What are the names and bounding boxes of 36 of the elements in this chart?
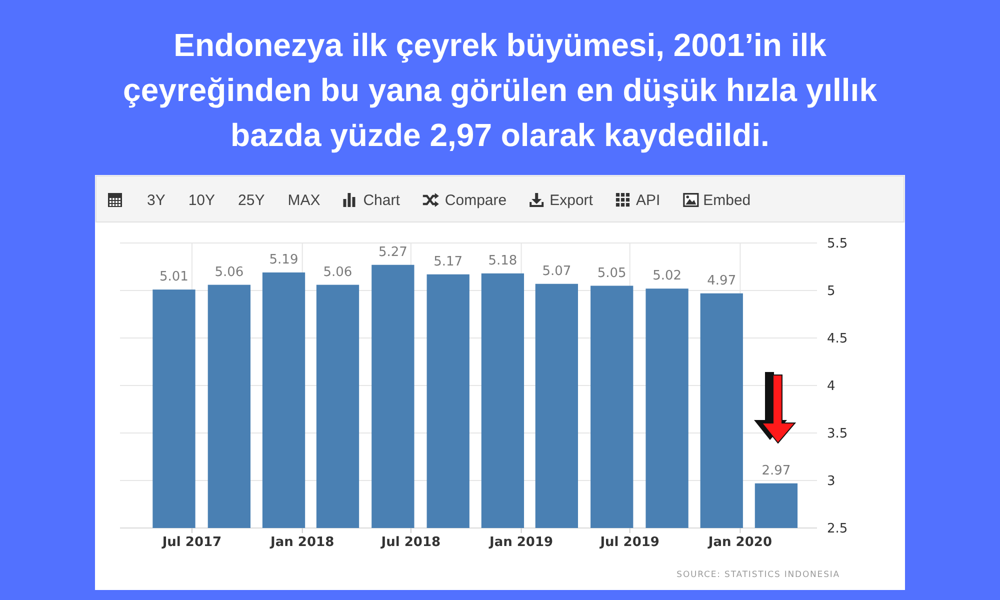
x-tick-label: Jan 2019: [488, 535, 554, 550]
x-tick-label: Jul 2019: [599, 535, 660, 550]
chart-title: Endonezya ilk çeyrek büyümesi, 2001’in ilk çeyreğinden bu yana görülen en düşük hızla yıllık bazda yüzde 2,97 olarak kaydedildi.: [123, 27, 878, 153]
x-tick-label: Jan 2020: [707, 535, 772, 550]
data-label: 5.01: [160, 270, 188, 285]
text: Export: [550, 192, 594, 209]
source-note: SOURCE: STATISTICS INDONESIA: [676, 570, 840, 580]
data-label: 5.06: [323, 264, 352, 280]
text: Embed: [703, 192, 751, 209]
text: 3Y: [147, 192, 166, 209]
text: MAX: [288, 192, 320, 209]
text: 10Y: [188, 192, 216, 209]
data-label: 5.17: [434, 254, 463, 270]
y-tick-label: 3.5: [827, 426, 848, 442]
data-label: 2.97: [762, 463, 791, 478]
text: API: [636, 192, 660, 209]
text: Compare: [444, 192, 507, 209]
y-tick-label: 2.5: [827, 522, 848, 537]
y-tick-label: 3: [827, 474, 836, 490]
data-label: 5.06: [214, 264, 244, 280]
x-tick-label: Jul 2018: [380, 535, 441, 550]
data-label: 4.97: [707, 273, 736, 288]
data-label: 5.07: [542, 264, 572, 279]
y-tick-label: 5: [827, 284, 836, 300]
data-label: 5.05: [597, 266, 626, 281]
data-label: 5.19: [269, 252, 298, 268]
data-label: 5.18: [488, 253, 518, 268]
text: Chart: [363, 192, 401, 209]
data-label: 5.27: [378, 244, 408, 260]
x-tick-label: Jul 2017: [161, 535, 222, 550]
text: 25Y: [238, 192, 265, 209]
y-tick-label: 5.5: [827, 236, 848, 252]
data-label: 5.02: [652, 268, 682, 284]
y-tick-label: 4.5: [827, 332, 848, 347]
y-tick-label: 4: [827, 379, 836, 394]
x-tick-label: Jan 2018: [270, 535, 334, 550]
